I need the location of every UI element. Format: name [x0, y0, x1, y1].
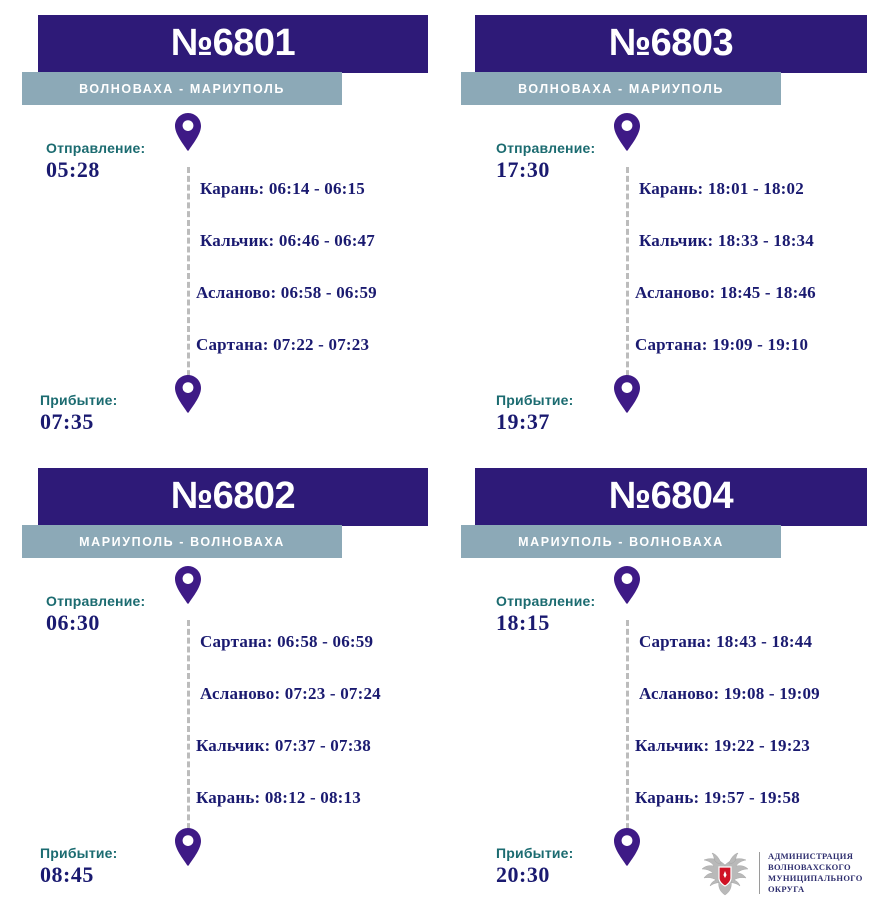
- stop-item: Карань: 18:01 - 18:02: [639, 179, 804, 198]
- route-label: ВОЛНОВАХА - МАРИУПОЛЬ: [79, 81, 285, 96]
- route-timeline: [614, 566, 640, 878]
- stop-item: Сартана: 06:58 - 06:59: [200, 632, 374, 651]
- arrival-block: Прибытие: 20:30: [496, 845, 574, 889]
- stop-item: Сартана: 18:43 - 18:44: [639, 632, 813, 651]
- intermediate-stops-list: Сартана: 18:43 - 18:44 Асланово: 19:08 -…: [635, 631, 880, 839]
- route-timeline: [175, 566, 201, 878]
- intermediate-stops-list: Карань: 06:14 - 06:15 Кальчик: 06:46 - 0…: [196, 178, 441, 386]
- map-pin-arrival-icon: [613, 828, 641, 866]
- double-headed-eagle-emblem-icon: [699, 847, 751, 899]
- departure-label: Отправление:: [46, 593, 146, 609]
- map-pin-arrival-icon: [174, 375, 202, 413]
- stop-item: Асланово: 19:08 - 19:09: [639, 684, 820, 703]
- train-number-bar: №6804: [475, 468, 867, 526]
- route-bar: ВОЛНОВАХА - МАРИУПОЛЬ: [22, 72, 342, 105]
- arrival-block: Прибытие: 07:35: [40, 392, 118, 436]
- logo-line-2: ВОЛНОВАХСКОГО: [768, 861, 851, 872]
- logo-line-4: ОКРУГА: [768, 884, 805, 895]
- stop-item: Карань: 19:57 - 19:58: [635, 788, 800, 807]
- train-number-bar: №6802: [38, 468, 428, 526]
- train-number-bar: №6803: [475, 15, 867, 73]
- arrival-label: Прибытие:: [496, 845, 574, 861]
- stop-item: Сартана: 07:22 - 07:23: [196, 335, 370, 354]
- arrival-time: 07:35: [40, 409, 94, 435]
- stop-item: Карань: 08:12 - 08:13: [196, 788, 361, 807]
- train-card: №6802 МАРИУПОЛЬ - ВОЛНОВАХА Отправление:…: [0, 453, 447, 906]
- departure-block: Отправление: 17:30: [496, 140, 595, 184]
- train-card: №6801 ВОЛНОВАХА - МАРИУПОЛЬ Отправление:…: [0, 0, 447, 453]
- arrival-time: 20:30: [496, 862, 550, 888]
- route-label: ВОЛНОВАХА - МАРИУПОЛЬ: [518, 81, 724, 96]
- map-pin-departure-icon: [613, 566, 641, 604]
- arrival-label: Прибытие:: [40, 392, 118, 408]
- train-number: №6801: [170, 22, 296, 65]
- route-bar: МАРИУПОЛЬ - ВОЛНОВАХА: [22, 525, 342, 558]
- departure-label: Отправление:: [46, 140, 146, 156]
- logo-text: АДМИНИСТРАЦИЯ ВОЛНОВАХСКОГО МУНИЦИПАЛЬНО…: [768, 851, 863, 896]
- map-pin-departure-icon: [174, 566, 202, 604]
- departure-time: 05:28: [46, 157, 100, 183]
- stop-item: Сартана: 19:09 - 19:10: [635, 335, 809, 354]
- administration-logo: АДМИНИСТРАЦИЯ ВОЛНОВАХСКОГО МУНИЦИПАЛЬНО…: [699, 845, 879, 901]
- departure-time: 17:30: [496, 157, 550, 183]
- train-number: №6802: [170, 475, 296, 518]
- stop-item: Кальчик: 18:33 - 18:34: [639, 231, 814, 250]
- map-pin-arrival-icon: [613, 375, 641, 413]
- map-pin-departure-icon: [174, 113, 202, 151]
- train-number: №6804: [608, 475, 734, 518]
- train-card: №6803 ВОЛНОВАХА - МАРИУПОЛЬ Отправление:…: [447, 0, 894, 453]
- intermediate-stops-list: Карань: 18:01 - 18:02 Кальчик: 18:33 - 1…: [635, 178, 880, 386]
- stop-item: Кальчик: 06:46 - 06:47: [200, 231, 375, 250]
- route-timeline: [175, 113, 201, 425]
- arrival-block: Прибытие: 19:37: [496, 392, 574, 436]
- arrival-time: 19:37: [496, 409, 550, 435]
- stop-item: Карань: 06:14 - 06:15: [200, 179, 365, 198]
- arrival-block: Прибытие: 08:45: [40, 845, 118, 889]
- departure-label: Отправление:: [496, 140, 596, 156]
- stop-item: Кальчик: 19:22 - 19:23: [635, 736, 810, 755]
- intermediate-stops-list: Сартана: 06:58 - 06:59 Асланово: 07:23 -…: [196, 631, 441, 839]
- arrival-time: 08:45: [40, 862, 94, 888]
- route-label: МАРИУПОЛЬ - ВОЛНОВАХА: [79, 534, 285, 549]
- departure-time: 06:30: [46, 610, 100, 636]
- timeline-dashed-line: [626, 167, 629, 385]
- map-pin-departure-icon: [613, 113, 641, 151]
- arrival-label: Прибытие:: [496, 392, 574, 408]
- arrival-label: Прибытие:: [40, 845, 118, 861]
- timeline-dashed-line: [187, 167, 190, 385]
- route-timeline: [614, 113, 640, 425]
- departure-block: Отправление: 06:30: [46, 593, 145, 637]
- route-label: МАРИУПОЛЬ - ВОЛНОВАХА: [518, 534, 724, 549]
- train-number: №6803: [608, 22, 734, 65]
- logo-line-3: МУНИЦИПАЛЬНОГО: [768, 873, 863, 883]
- timeline-dashed-line: [626, 620, 629, 838]
- train-card: №6804 МАРИУПОЛЬ - ВОЛНОВАХА Отправление:…: [447, 453, 894, 906]
- stop-item: Асланово: 18:45 - 18:46: [635, 283, 816, 302]
- departure-block: Отправление: 18:15: [496, 593, 595, 637]
- map-pin-arrival-icon: [174, 828, 202, 866]
- train-number-bar: №6801: [38, 15, 428, 73]
- stop-item: Кальчик: 07:37 - 07:38: [196, 736, 371, 755]
- departure-block: Отправление: 05:28: [46, 140, 145, 184]
- stop-item: Асланово: 07:23 - 07:24: [200, 684, 381, 703]
- departure-time: 18:15: [496, 610, 550, 636]
- route-bar: МАРИУПОЛЬ - ВОЛНОВАХА: [461, 525, 781, 558]
- route-bar: ВОЛНОВАХА - МАРИУПОЛЬ: [461, 72, 781, 105]
- logo-divider: [759, 852, 760, 894]
- departure-label: Отправление:: [496, 593, 596, 609]
- logo-line-1: АДМИНИСТРАЦИЯ: [768, 850, 854, 861]
- stop-item: Асланово: 06:58 - 06:59: [196, 283, 377, 302]
- timeline-dashed-line: [187, 620, 190, 838]
